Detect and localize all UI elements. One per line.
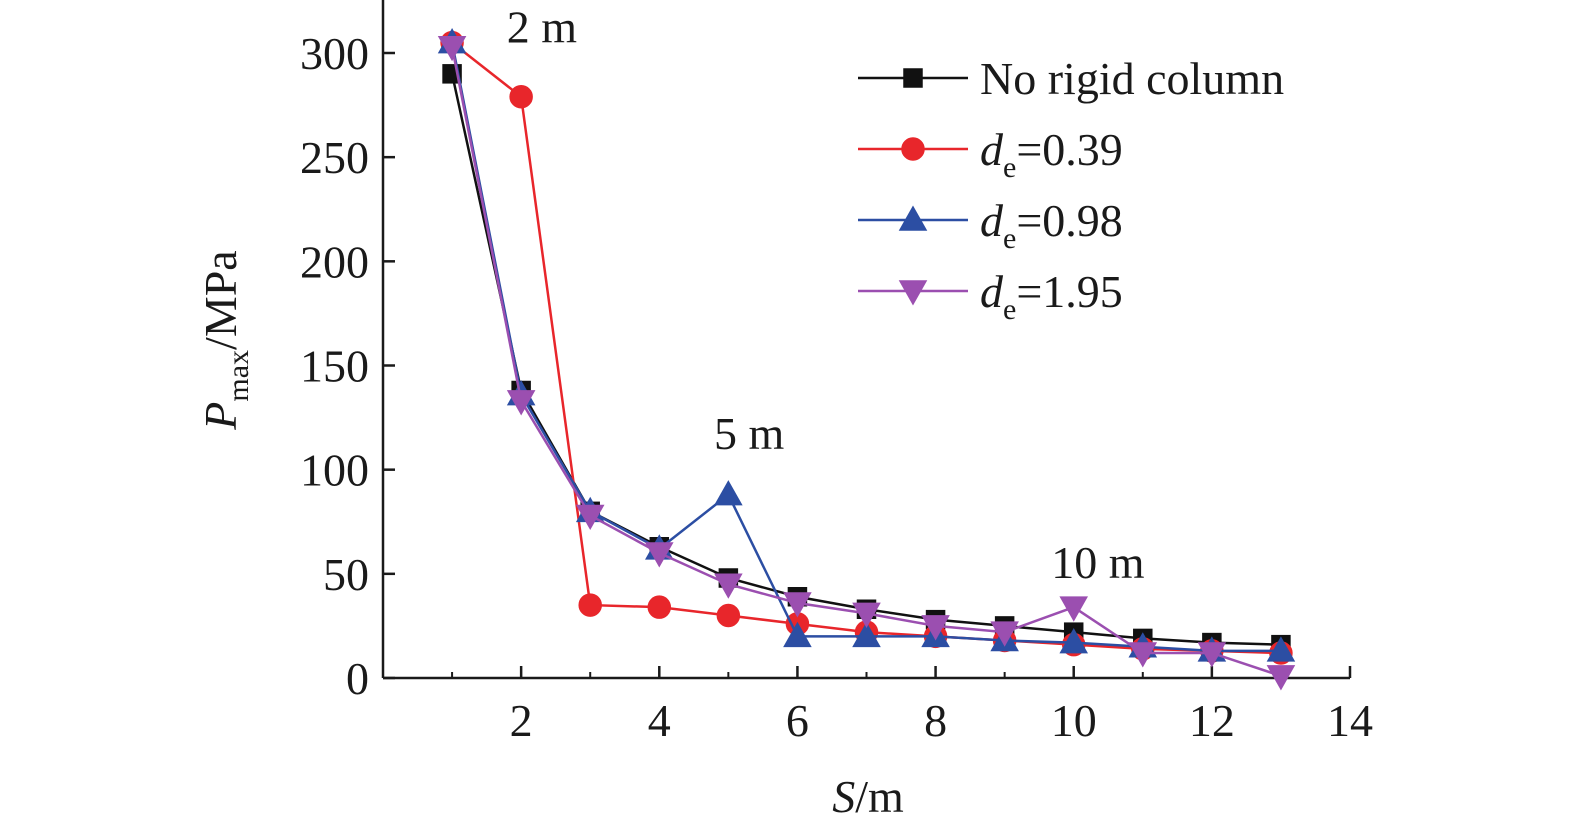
data-point bbox=[1266, 665, 1296, 691]
series-0 bbox=[442, 64, 1291, 655]
data-point bbox=[783, 621, 812, 648]
x-tick-label: 6 bbox=[786, 695, 809, 746]
series-3 bbox=[437, 36, 1296, 691]
data-point bbox=[783, 592, 812, 618]
data-point bbox=[578, 593, 602, 617]
data-point bbox=[1059, 628, 1088, 654]
x-tick-label: 4 bbox=[648, 695, 671, 746]
x-tick-label: 8 bbox=[924, 695, 947, 746]
annotations: 2 m 5 m 10 m bbox=[507, 2, 1145, 588]
data-point bbox=[1059, 596, 1088, 622]
y-tick-label: 300 bbox=[300, 28, 369, 79]
data-point bbox=[921, 615, 950, 641]
series-layer bbox=[437, 28, 1296, 691]
legend-swatch-marker bbox=[898, 205, 928, 231]
legend-swatch-marker bbox=[901, 137, 925, 161]
x-tick-label: 2 bbox=[510, 695, 533, 746]
data-point bbox=[714, 480, 743, 506]
y-tick-label: 150 bbox=[300, 341, 369, 392]
x-tick-label: 14 bbox=[1327, 695, 1373, 746]
data-point bbox=[714, 573, 743, 599]
legend-label: No rigid column bbox=[980, 53, 1284, 104]
data-point bbox=[506, 390, 536, 416]
axes: 2 4 6 8 10 12 14 0 50 100 150 200 250 300 bbox=[300, 0, 1373, 746]
y-axis-title: Pmax/MPa bbox=[195, 250, 255, 430]
legend-item: de=0.39 bbox=[858, 124, 1123, 184]
legend-label: de=0.98 bbox=[980, 195, 1123, 255]
annotation-label: 10 m bbox=[1051, 537, 1145, 588]
legend-swatch-marker bbox=[903, 68, 923, 88]
data-point bbox=[647, 595, 672, 619]
data-point bbox=[437, 36, 467, 62]
series-line bbox=[450, 46, 1282, 678]
legend-item: de=1.95 bbox=[858, 266, 1123, 326]
x-tick-label: 10 bbox=[1051, 695, 1097, 746]
data-point bbox=[852, 602, 881, 628]
data-point bbox=[716, 603, 741, 628]
x-axis-title: S/m bbox=[832, 771, 904, 822]
series-1 bbox=[440, 30, 1293, 665]
data-point bbox=[509, 85, 533, 109]
legend-label: de=1.95 bbox=[980, 266, 1123, 326]
legend: No rigid column de=0.39 de=0.98 de=1.95 bbox=[858, 53, 1284, 326]
data-point bbox=[990, 621, 1019, 647]
data-point bbox=[575, 504, 605, 531]
annotation-label: 2 m bbox=[507, 2, 578, 53]
series-line bbox=[450, 42, 1281, 653]
series-2 bbox=[437, 28, 1296, 662]
series-line bbox=[450, 73, 1281, 646]
series-line bbox=[451, 41, 1281, 655]
legend-swatch-marker bbox=[898, 280, 928, 306]
data-point bbox=[1128, 642, 1158, 668]
data-point bbox=[1197, 642, 1227, 668]
y-tick-label: 250 bbox=[300, 132, 369, 183]
data-point bbox=[645, 542, 674, 568]
y-tick-label: 0 bbox=[346, 653, 369, 704]
data-point bbox=[852, 621, 881, 648]
legend-item: de=0.98 bbox=[858, 195, 1123, 255]
data-point bbox=[1266, 636, 1296, 662]
annotation-label: 5 m bbox=[714, 408, 785, 459]
x-tick-label: 12 bbox=[1189, 695, 1235, 746]
y-tick-label: 200 bbox=[300, 236, 369, 287]
legend-item: No rigid column bbox=[858, 53, 1284, 104]
y-tick-label: 100 bbox=[300, 445, 369, 496]
y-tick-label: 50 bbox=[323, 549, 369, 600]
legend-label: de=0.39 bbox=[980, 124, 1123, 184]
